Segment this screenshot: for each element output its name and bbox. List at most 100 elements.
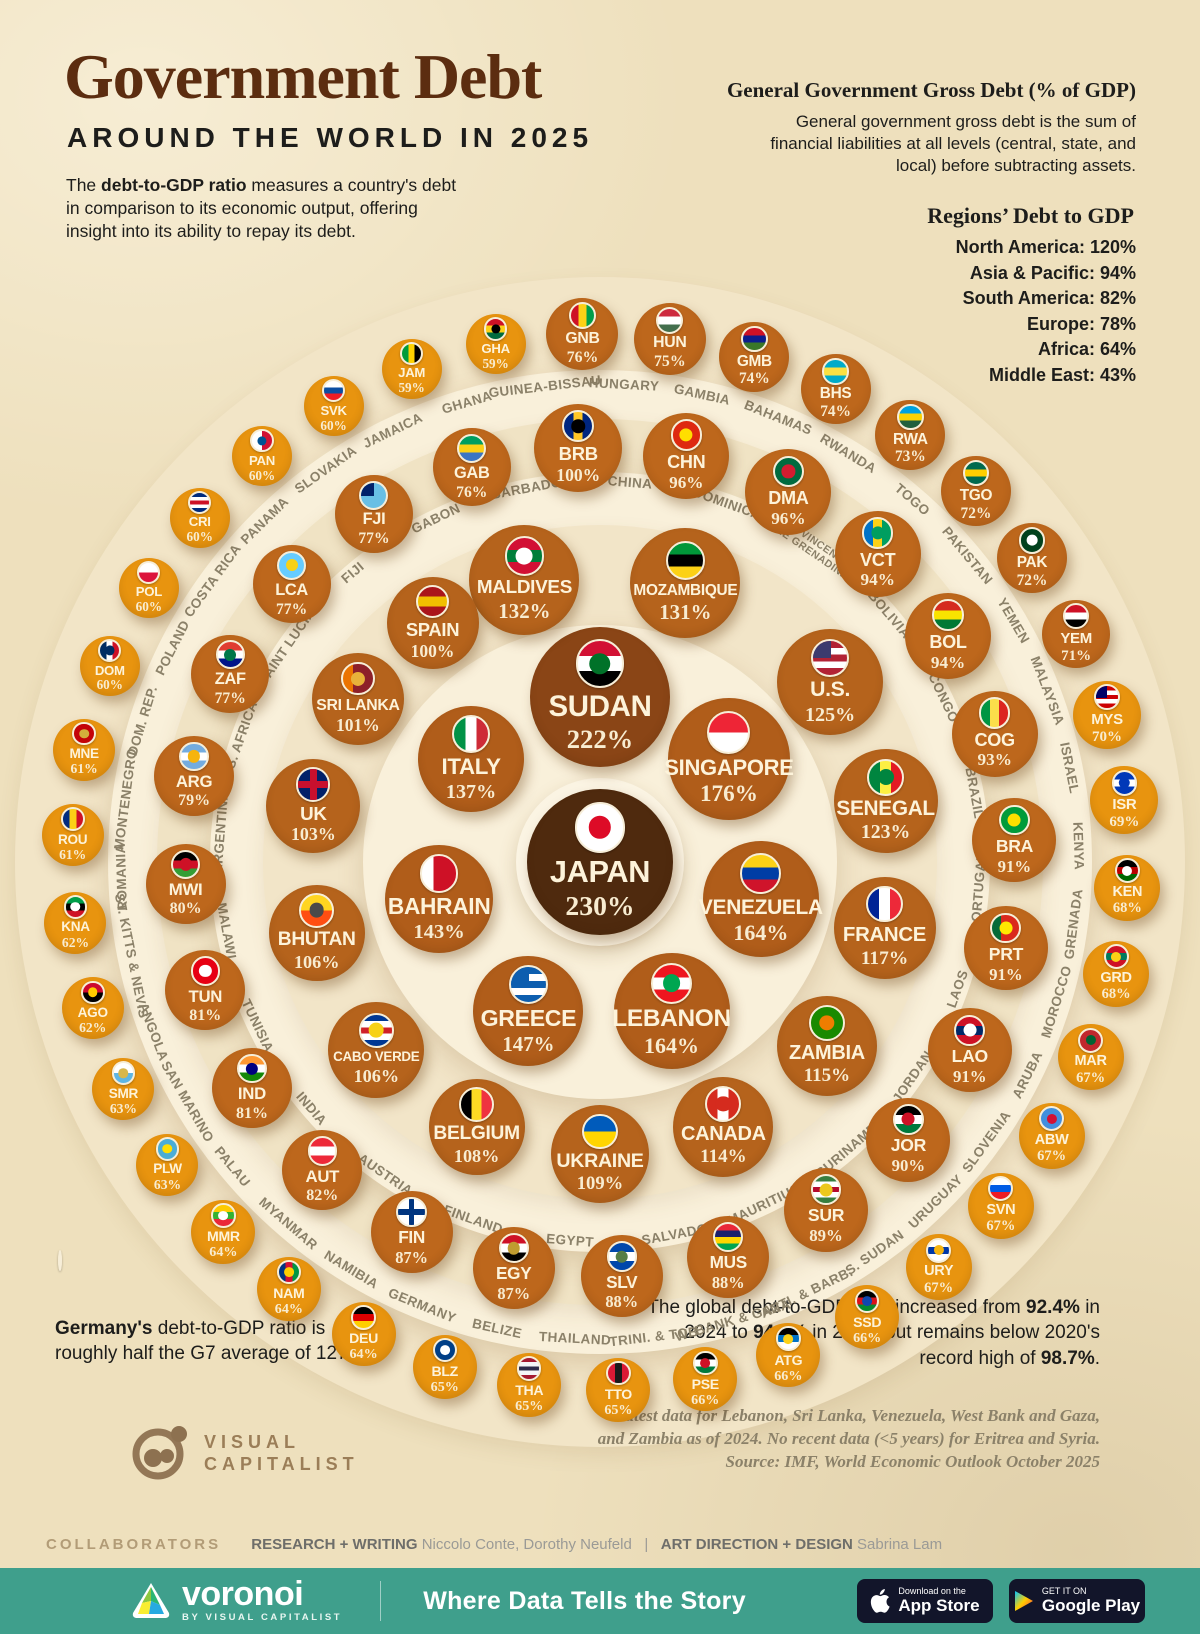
country-bubble-pol: POL 60% [118, 557, 179, 618]
debt-value: 88% [605, 1292, 639, 1312]
footer-bar: voronoi BY VISUAL CAPITALIST Where Data … [0, 1568, 1200, 1634]
country-code: PSE [691, 1375, 720, 1392]
debt-value: 59% [482, 355, 509, 371]
country-code: SLV [606, 1271, 638, 1292]
debt-value: 68% [1112, 900, 1142, 917]
country-bubble-maldives: MALDIVES 132% [469, 524, 580, 635]
country-code: SSD [853, 1313, 882, 1330]
country-code: SVN [986, 1201, 1016, 1218]
collab-divider: | [644, 1536, 649, 1553]
country-flag-icon [693, 1350, 718, 1376]
debt-value: 82% [306, 1186, 339, 1204]
country-flag-icon [1078, 1027, 1104, 1053]
country-bubble-tgo: TGO 72% [940, 456, 1011, 527]
debt-value: 69% [1109, 814, 1140, 831]
intro-description: The debt-to-GDP ratio measures a country… [66, 175, 457, 242]
country-flag-icon [60, 807, 85, 832]
country-code: DOM [94, 662, 125, 678]
voronoi-wordmark: voronoi [182, 1574, 304, 1613]
regions-title: Regions’ Debt to GDP [927, 203, 1134, 229]
debt-value: 164% [644, 1033, 700, 1059]
debt-value: 100% [410, 640, 455, 661]
country-code: UK [300, 802, 327, 824]
country-code: NAM [273, 1284, 305, 1301]
country-bubble-tto: TTO 65% [586, 1357, 651, 1422]
country-bubble-mus: MUS 88% [687, 1215, 770, 1298]
country-bubble-pse: PSE 66% [673, 1347, 738, 1412]
country-flag-icon [990, 912, 1022, 944]
country-bubble-mys: MYS 70% [1073, 680, 1142, 749]
country-bubble-u-s-: U.S. 125% [777, 629, 884, 736]
debt-value: 103% [290, 824, 336, 845]
country-bubble-jor: JOR 90% [866, 1097, 951, 1182]
country-bubble-deu: DEU 64% [331, 1302, 396, 1367]
gplay-small-text: GET IT ON [1041, 1585, 1087, 1596]
country-flag-icon [656, 306, 684, 334]
country-bubble-brb: BRB 100% [534, 403, 623, 492]
country-flag-icon [459, 1087, 494, 1122]
debt-value: 108% [453, 1146, 500, 1167]
country-flag-icon [351, 1305, 376, 1330]
country-bubble-dma: DMA 96% [745, 449, 832, 536]
country-bubble-ssd: SSD 66% [835, 1285, 900, 1350]
country-bubble-atg: ATG 66% [756, 1323, 821, 1388]
country-code: HUN [653, 334, 687, 352]
country-code: VENEZUELA [698, 895, 823, 919]
debt-value: 61% [59, 847, 87, 863]
country-bubble-bhs: BHS 74% [800, 354, 871, 425]
debt-value: 60% [186, 529, 213, 545]
country-bubble-kna: KNA 62% [44, 891, 107, 954]
country-bubble-prt: PRT 91% [963, 906, 1048, 991]
country-code: BRA [995, 835, 1034, 856]
country-flag-icon [861, 517, 894, 549]
debt-value: 63% [109, 1101, 138, 1117]
region-debt-row: Middle East: 43% [988, 365, 1136, 386]
country-flag-icon [562, 410, 595, 443]
debt-value: 114% [700, 1145, 747, 1167]
debt-value: 64% [274, 1300, 303, 1317]
country-flag-icon [415, 584, 450, 619]
country-flag-icon [358, 1013, 394, 1048]
country-code: CHN [667, 452, 706, 473]
country-bubble-bra: BRA 91% [972, 798, 1057, 883]
country-code: BHUTAN [277, 929, 356, 951]
country-bubble-canada: CANADA 114% [673, 1076, 774, 1177]
country-flag-icon [155, 1136, 180, 1161]
google-play-icon [1014, 1591, 1033, 1611]
country-flag-icon [307, 1136, 338, 1166]
country-flag-icon [170, 849, 201, 880]
country-flag-icon [58, 1250, 62, 1271]
country-code: ROU [58, 831, 88, 847]
country-bubble-isr: ISR 69% [1090, 766, 1159, 835]
voronoi-icon [132, 1583, 170, 1618]
country-code: SRI LANKA [316, 696, 400, 714]
debt-value: 143% [413, 921, 465, 944]
debt-value: 60% [320, 417, 347, 433]
country-flag-icon [250, 429, 274, 453]
art-design-name: Sabrina Lam [857, 1536, 943, 1553]
country-code: PAN [249, 452, 275, 468]
country-code: MAR [1074, 1053, 1107, 1070]
country-flag-icon [665, 541, 705, 581]
country-bubble-bahrain: BAHRAIN 143% [385, 844, 494, 953]
country-bubble-gnb: GNB 76% [546, 298, 619, 371]
debt-value: 87% [395, 1247, 428, 1267]
country-flag-icon [211, 1203, 236, 1228]
country-flag-icon [811, 638, 850, 677]
country-code: TTO [604, 1385, 632, 1402]
visual-capitalist-logo: VISUAL CAPITALIST [130, 1424, 359, 1482]
app-store-badge[interactable]: Download on the App Store [857, 1579, 993, 1623]
country-bubble-zaf: ZAF 77% [191, 634, 270, 713]
country-flag-icon [396, 1196, 427, 1228]
debt-value: 60% [248, 467, 276, 483]
region-debt-row: Europe: 78% [1026, 313, 1136, 334]
region-debt-row: North America: 120% [955, 237, 1136, 258]
debt-value: 81% [189, 1006, 222, 1024]
debt-value: 76% [566, 348, 599, 366]
country-bubble-cabo-verde: CABO VERDE 106% [328, 1001, 425, 1098]
google-play-badge[interactable]: GET IT ON Google Play [1009, 1579, 1145, 1623]
vc-word-2: CAPITALIST [204, 1454, 359, 1474]
country-flag-icon [926, 1237, 952, 1263]
country-flag-icon [650, 962, 693, 1004]
country-code: MWI [168, 880, 203, 900]
